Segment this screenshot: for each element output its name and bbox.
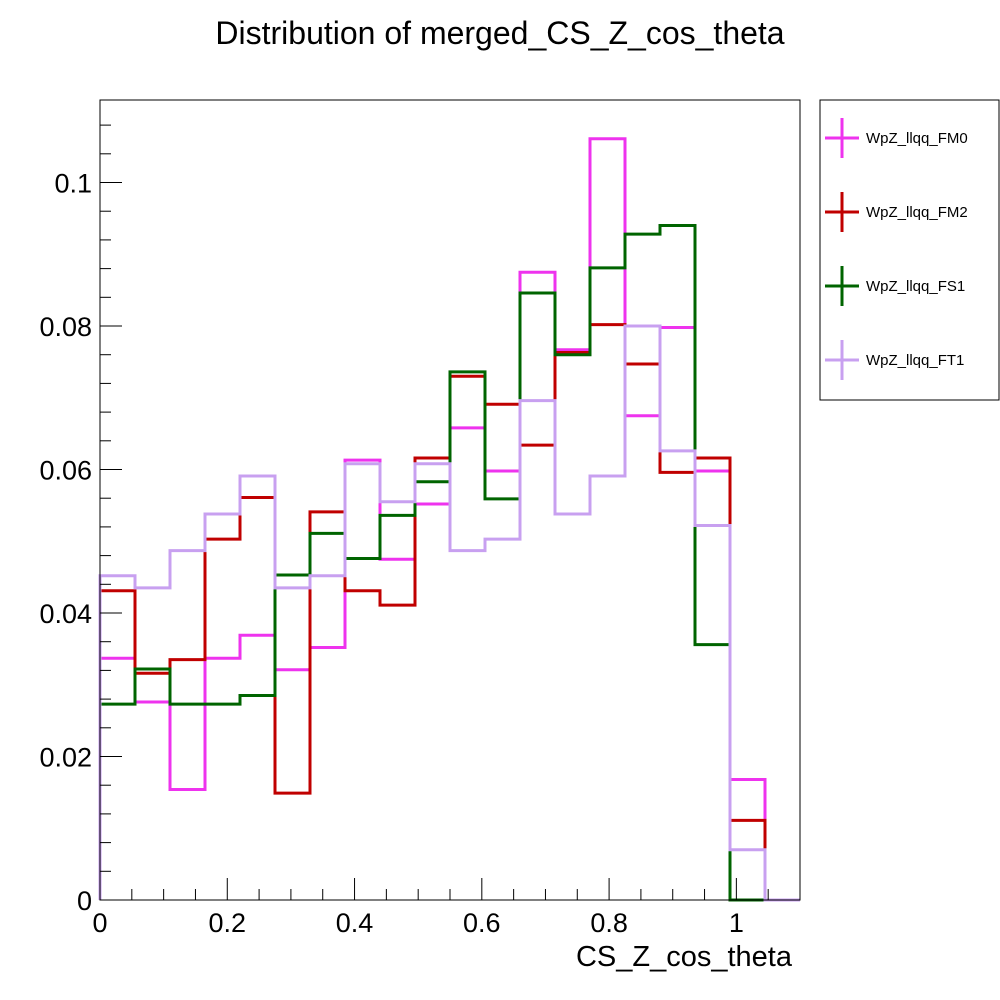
series-layer [98, 137, 800, 902]
x-axis-title: CS_Z_cos_theta [576, 941, 793, 973]
x-tick-label: 0 [92, 908, 107, 938]
x-tick-label: 0.8 [590, 908, 628, 938]
legend-entry: WpZ_llqq_FM2 [825, 192, 968, 232]
legend-entries: WpZ_llqq_FM0 WpZ_llqq_FM2 WpZ_llqq_FS1 WpZ_… [825, 118, 968, 380]
series-line-WpZ_llqq_FT1 [98, 324, 800, 902]
x-tick-label: 0.4 [336, 908, 374, 938]
y-axis: 0 0.02 0.04 0.06 0.08 0.1 [39, 124, 122, 916]
x-tick-label: 1 [729, 908, 744, 938]
legend-entry: WpZ_llqq_FS1 [825, 266, 965, 306]
chart-title: Distribution of merged_CS_Z_cos_theta [215, 15, 784, 51]
y-tick-label: 0.02 [39, 743, 92, 773]
y-tick-label: 0 [77, 886, 92, 916]
legend-entry: WpZ_llqq_FT1 [825, 340, 964, 380]
x-tick-label: 0.2 [208, 908, 246, 938]
legend: WpZ_llqq_FM0 WpZ_llqq_FM2 WpZ_llqq_FS1 WpZ_… [819, 99, 1000, 401]
y-tick-label: 0.08 [39, 312, 92, 342]
y-tick-label: 0.06 [39, 456, 92, 486]
legend-label: WpZ_llqq_FM0 [866, 130, 968, 147]
legend-box [819, 99, 1000, 401]
legend-label: WpZ_llqq_FT1 [866, 352, 964, 369]
y-tick-label: 0.1 [54, 169, 92, 199]
y-tick-label: 0.04 [39, 599, 92, 629]
x-axis: 0 0.2 0.4 0.6 0.8 1 [92, 878, 801, 938]
legend-label: WpZ_llqq_FM2 [866, 204, 968, 221]
legend-entry: WpZ_llqq_FM0 [825, 118, 968, 158]
x-tick-label: 0.6 [463, 908, 501, 938]
legend-label: WpZ_llqq_FS1 [866, 278, 965, 295]
